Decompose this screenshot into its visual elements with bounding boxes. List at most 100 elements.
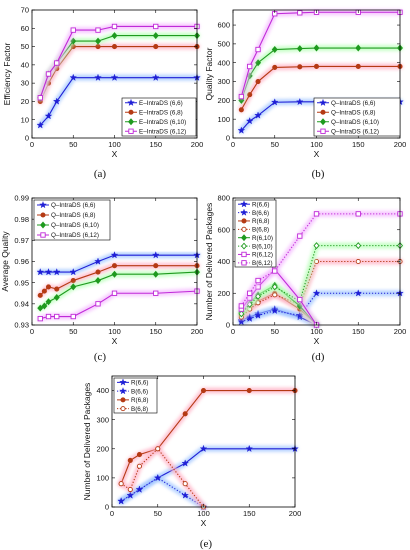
y-tick-label: 20 <box>21 97 29 106</box>
x-tick-label: 0 <box>30 327 34 336</box>
y-tick-label: 0.95 <box>14 278 29 287</box>
chart-panel-b: 0 50 100 150 200 0 100 200 300 400 500 600 X Quality … <box>204 9 407 180</box>
data-point <box>94 73 102 81</box>
data-point <box>45 71 52 77</box>
data-point <box>247 290 253 296</box>
chart-panel-d: 0 50 100 150 200 0 200 400 600 800 X Number of Deli… <box>204 194 406 363</box>
legend-entry: R(6,6) <box>252 201 270 208</box>
x-tick-label: 100 <box>310 140 323 149</box>
data-point <box>70 37 77 45</box>
legend: R(6,6) B(6,6)R(6,8) B(6,8)R(6,10)B(6,10) R(… <box>234 199 277 268</box>
series-1 <box>237 289 404 326</box>
y-tick-label: 400 <box>217 257 230 266</box>
data-point <box>153 290 159 296</box>
data-point <box>69 73 78 81</box>
data-point <box>95 277 101 285</box>
data-point <box>237 126 246 134</box>
legend-entry: Q–IntraDS (6,12) <box>51 232 99 239</box>
data-point <box>95 37 101 45</box>
x-tick-label: 200 <box>394 140 407 149</box>
legend-marker <box>120 397 126 403</box>
series-line <box>240 65 400 111</box>
legend-entry: Q–IntraDS (6,8) <box>331 109 375 116</box>
legend-box <box>313 97 401 137</box>
data-point <box>54 60 60 66</box>
data-point <box>255 277 261 284</box>
legend-marker <box>240 200 248 208</box>
x-tick-label: 100 <box>197 509 210 518</box>
legend-marker <box>320 128 326 134</box>
legend-entry: Q–IntraDS (6,10) <box>51 222 99 229</box>
data-point <box>355 242 362 250</box>
legend-marker <box>241 251 247 258</box>
legend-entry: E–IntraDS (6,6) <box>139 100 183 107</box>
legend-box <box>33 199 111 241</box>
y-tick-label: 0.98 <box>14 215 29 224</box>
legend-entry: B(6,12) <box>252 260 273 267</box>
legend-entry: E–IntraDS (6,12) <box>139 128 186 135</box>
x-tick-label: 50 <box>69 327 77 336</box>
data-point <box>272 268 278 274</box>
data-point <box>270 98 279 106</box>
x-axis-label: X <box>201 518 207 528</box>
legend-marker <box>39 201 47 209</box>
data-point <box>69 268 78 276</box>
y-tick-label: 400 <box>217 58 230 67</box>
legend-marker <box>120 406 126 412</box>
data-point <box>117 497 125 505</box>
y-tick-label: 200 <box>96 444 109 453</box>
data-point <box>238 310 245 318</box>
legend-entry: R(6,10) <box>252 235 273 242</box>
data-point <box>296 45 303 53</box>
legend-marker <box>241 234 247 242</box>
data-point <box>45 313 52 320</box>
legend-entry: B(6,8) <box>131 406 148 413</box>
data-point <box>95 27 101 33</box>
legend-entry: B(6,6) <box>131 388 148 395</box>
data-point <box>297 64 303 70</box>
x-tick-label: 50 <box>154 509 162 518</box>
x-tick-label: 50 <box>271 140 279 149</box>
data-point <box>247 63 253 70</box>
data-point <box>94 257 102 265</box>
data-point <box>36 121 45 129</box>
data-point <box>37 292 43 298</box>
data-point <box>36 268 45 276</box>
legend-entry: R(6,6) <box>131 380 149 387</box>
x-tick-label: 200 <box>191 140 204 149</box>
data-point <box>245 314 254 322</box>
data-point <box>270 306 279 314</box>
data-point <box>53 293 60 301</box>
data-point <box>238 107 244 113</box>
y-tick-label: 0.96 <box>14 257 29 266</box>
x-tick-label: 150 <box>149 140 162 149</box>
x-tick-label: 200 <box>394 327 407 336</box>
legend-entry: E–IntraDS (6,8) <box>139 109 183 116</box>
series-0 <box>36 251 201 276</box>
data-point <box>37 95 43 101</box>
series-line <box>240 245 400 315</box>
data-point <box>152 270 159 278</box>
data-point <box>151 251 160 259</box>
data-point <box>297 10 303 16</box>
y-axis-label: Number of Delivered Packages <box>82 383 92 501</box>
x-tick-label: 0 <box>30 140 34 149</box>
data-point <box>155 446 161 452</box>
legend-entry: R(6,8) <box>252 218 270 225</box>
legend-marker <box>128 118 134 126</box>
series-line <box>240 47 400 101</box>
legend-marker <box>240 208 248 216</box>
y-tick-label: 0 <box>226 321 230 330</box>
data-point <box>238 303 244 309</box>
data-point <box>111 290 118 296</box>
series-1 <box>117 473 208 511</box>
legend-marker <box>127 98 135 106</box>
chart-panel-e: 0 50 100 150 200 0 100 200 300 400 X Number of Deli… <box>82 375 301 550</box>
legend-marker <box>40 232 46 238</box>
series-2 <box>37 268 200 312</box>
y-tick-label: 100 <box>217 115 230 124</box>
data-point <box>118 481 124 487</box>
data-point <box>313 44 320 52</box>
legend-marker <box>128 128 134 134</box>
